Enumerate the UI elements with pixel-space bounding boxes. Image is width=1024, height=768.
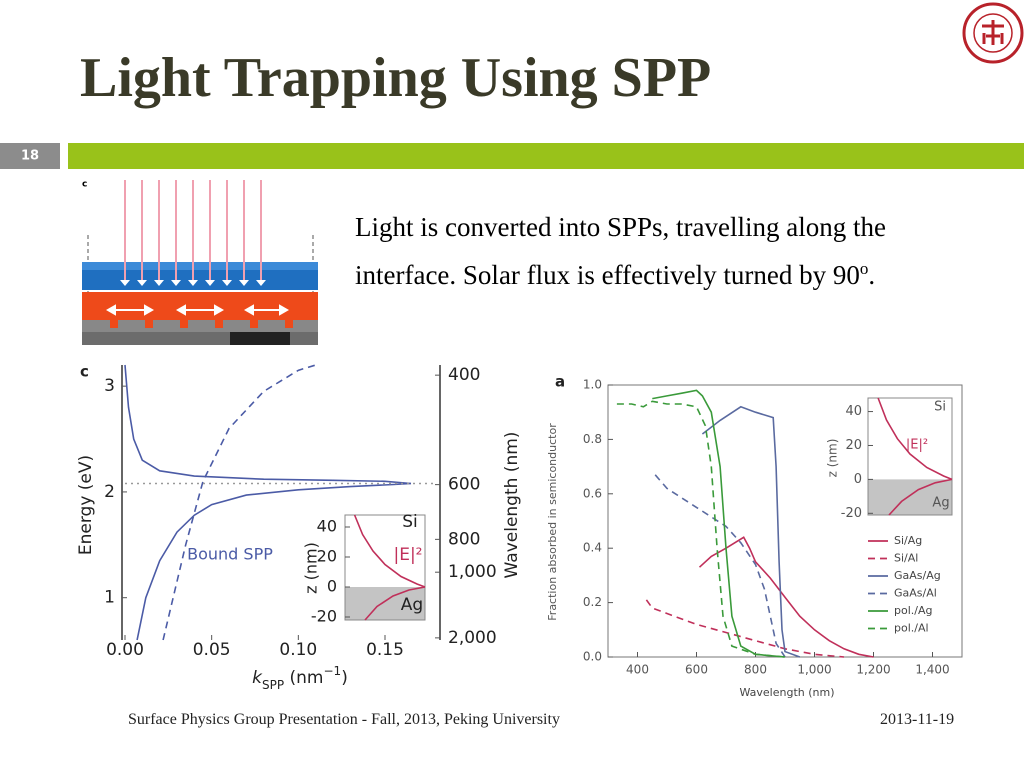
y-tick-label: 2: [104, 482, 115, 502]
y-tick-label: 1.0: [583, 378, 602, 392]
substrate-region: [345, 587, 425, 620]
y-tick-label: 20: [317, 547, 337, 566]
legend-label: GaAs/Al: [894, 587, 937, 600]
y-tick-label: 0.2: [583, 595, 602, 609]
series-line: [353, 514, 426, 588]
y-tick-label: 0.8: [583, 432, 602, 446]
body-end: .: [868, 260, 876, 290]
x-tick-label: 600: [685, 663, 708, 677]
body-text: Light is converted into SPPs, travelling…: [355, 207, 900, 296]
y2-tick-label: 1,000: [448, 562, 497, 582]
panel-label: a: [555, 373, 565, 391]
y2-tick-label: 600: [448, 475, 480, 495]
y2-tick-label: 800: [448, 529, 480, 549]
chart: -20 0 20 40 z (nm) Si |E|² Ag: [302, 512, 426, 626]
y2-axis-label: Wavelength (nm): [502, 432, 522, 579]
body-sentence: Light is converted into SPPs, travelling…: [355, 212, 886, 290]
y-axis-label: z (nm): [826, 439, 840, 478]
inset-frame: [867, 397, 953, 516]
legend-label: Si/Ag: [894, 534, 922, 547]
accent-bar: [68, 143, 1024, 169]
series-line: [654, 474, 786, 658]
x-tick-label: 1,200: [856, 663, 890, 677]
slide-number: 18: [21, 149, 39, 164]
legend-label: GaAs/Ag: [894, 569, 941, 582]
x-tick-label: 1,000: [797, 663, 831, 677]
series-line: [877, 397, 953, 481]
inset-frame: [344, 514, 426, 621]
x-axis-label-part: −1: [323, 664, 341, 678]
series-line: [701, 405, 801, 658]
y-tick-label: 3: [104, 376, 115, 396]
slide-number-box: [0, 143, 60, 169]
y-tick-label: 0.6: [583, 486, 602, 500]
panel-label: c: [80, 363, 89, 381]
y-tick-label: 40: [317, 517, 337, 536]
y2-tick-label: 400: [448, 365, 480, 385]
y-tick-label: -20: [841, 506, 862, 521]
x-axis-label-part: SPP: [262, 678, 284, 692]
x-axis-label-part: (nm: [284, 668, 323, 688]
series-line: [136, 482, 412, 641]
substrate-region: [868, 479, 952, 515]
series-line: [162, 364, 316, 641]
x-tick-label: 800: [744, 663, 767, 677]
logo: [962, 2, 1024, 64]
annotation: Si: [934, 400, 946, 415]
x-axis-label-part: ): [341, 668, 348, 688]
y-axis-label: Fraction absorbed in semiconductor: [546, 423, 559, 621]
y-tick-label: 20: [845, 438, 862, 453]
annotation: |E|²: [906, 438, 928, 453]
series-line: [124, 364, 412, 485]
series-line: [616, 400, 786, 658]
y-tick-label: 0: [327, 577, 337, 596]
y-tick-label: -20: [311, 607, 337, 626]
y-axis-label: Energy (eV): [76, 455, 96, 555]
y-axis-label: z (nm): [302, 542, 321, 594]
annotation: Bound SPP: [187, 545, 273, 564]
slide-title: Light Trapping Using SPP: [80, 47, 712, 109]
x-tick-label: 1,400: [915, 663, 949, 677]
y-tick-label: 1: [104, 588, 115, 608]
x-tick-label: 0.15: [366, 640, 404, 660]
x-axis-label-part: k: [252, 668, 263, 688]
series-line: [364, 586, 426, 621]
annotation: |E|²: [393, 545, 422, 565]
y-tick-label: 0.0: [583, 650, 602, 664]
footer: Surface Physics Group Presentation - Fal…: [128, 711, 560, 728]
diagram-label: c: [82, 180, 87, 190]
series-line: [888, 478, 953, 516]
series-line: [698, 536, 874, 658]
x-tick-label: 0.10: [279, 640, 317, 660]
annotation: Si: [402, 512, 418, 532]
x-axis-label: Wavelength (nm): [739, 686, 834, 699]
x-axis-label: kSPP (nm−1): [252, 664, 348, 692]
y-tick-label: 0: [854, 472, 862, 487]
chart: -20 0 20 40 z (nm) Si |E|² Ag: [826, 397, 953, 521]
y-tick-label: 0.4: [583, 541, 602, 555]
annotation: Ag: [401, 595, 423, 615]
legend-label: Si/Al: [894, 552, 918, 565]
x-tick-label: 400: [626, 663, 649, 677]
legend-label: pol./Al: [894, 622, 929, 635]
superscript: o: [859, 259, 869, 278]
x-tick-label: 0.00: [106, 640, 144, 660]
x-tick-label: 0.05: [193, 640, 231, 660]
diagram: c: [82, 180, 318, 345]
footer-date: 2013-11-19: [880, 711, 955, 728]
legend-label: pol./Ag: [894, 604, 932, 617]
annotation: Ag: [932, 496, 949, 511]
y2-tick-label: 2,000: [448, 628, 497, 648]
series-line: [652, 389, 786, 658]
y-tick-label: 40: [845, 404, 862, 419]
series-line: [645, 599, 845, 658]
